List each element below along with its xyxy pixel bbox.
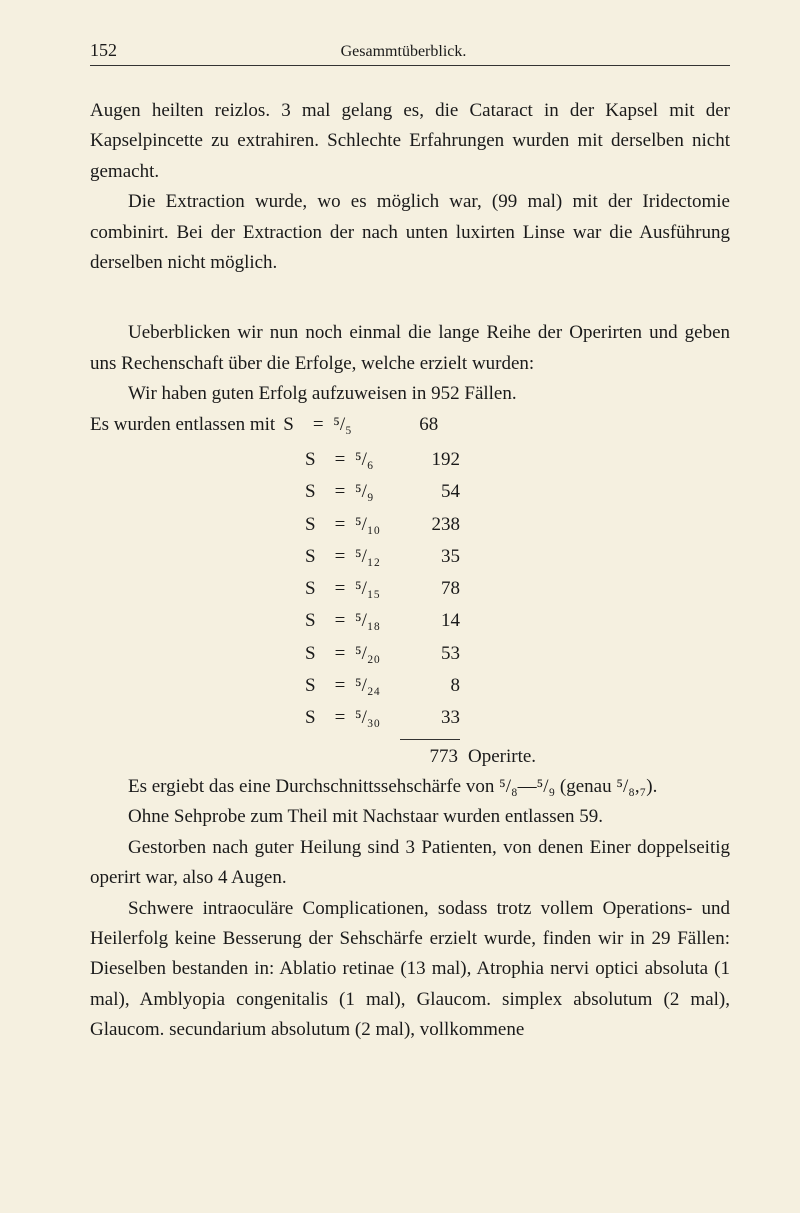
table-eq: = [325, 573, 355, 605]
table-total-row: 773 Operirte. [408, 742, 730, 772]
paragraph-4-intro: Wir haben guten Erfolg aufzuweisen in 95… [90, 379, 730, 409]
table-row: S = ⁵/₉ 54 [305, 476, 730, 508]
paragraph-7: Gestorben nach guter Heilung sind 3 Pati… [90, 833, 730, 894]
table-row: S = ⁵/₁₂ 35 [305, 541, 730, 573]
table-s: S [305, 476, 325, 508]
table-s: S [305, 605, 325, 637]
table-eq: = [325, 605, 355, 637]
table-fraction: ⁵/₁₀ [355, 509, 410, 541]
table-s: S [305, 509, 325, 541]
table-value: 78 [410, 573, 460, 605]
header-title: Gesammtüberblick. [77, 43, 730, 61]
table-fraction: ⁵/₂₄ [355, 670, 410, 702]
table-eq: = [325, 670, 355, 702]
table-fraction: ⁵/₁₂ [355, 541, 410, 573]
paragraph-6: Ohne Sehprobe zum Theil mit Nachstaar wu… [90, 802, 730, 832]
table-value: 54 [410, 476, 460, 508]
table-fraction: ⁵/₃₀ [355, 702, 410, 734]
table-s: S [305, 541, 325, 573]
table-eq: = [325, 702, 355, 734]
table-value: 68 [388, 410, 438, 440]
paragraph-2: Die Extraction wurde, wo es möglich war,… [90, 187, 730, 278]
table-fraction: ⁵/₁₅ [355, 573, 410, 605]
paragraph-3: Ueberblicken wir nun noch einmal die lan… [90, 318, 730, 379]
table-first-line: Es wurden entlassen mit S = ⁵/₅ 68 [90, 410, 730, 440]
table-value: 35 [410, 541, 460, 573]
table-fraction: ⁵/₅ [333, 410, 388, 440]
table-eq: = [325, 638, 355, 670]
table-fraction: ⁵/₁₈ [355, 605, 410, 637]
table-row: S = ⁵/₂₀ 53 [305, 638, 730, 670]
table-fraction: ⁵/₉ [355, 476, 410, 508]
table-value: 238 [410, 509, 460, 541]
section-spacer [90, 278, 730, 318]
page-container: 152 Gesammtüberblick. Augen heilten reiz… [0, 0, 800, 1213]
paragraph-5: Es ergiebt das eine Durchschnittssehschä… [90, 772, 730, 802]
table-s: S [305, 670, 325, 702]
data-table: S = ⁵/₆ 192 S = ⁵/₉ 54 S = ⁵/₁₀ 238 S = … [90, 444, 730, 735]
table-divider [400, 739, 460, 740]
table-total-value: 773 [408, 742, 458, 772]
paragraph-8: Schwere intraoculäre Complicationen, sod… [90, 894, 730, 1046]
table-row: S = ⁵/₁₈ 14 [305, 605, 730, 637]
table-value: 14 [410, 605, 460, 637]
table-s: S [305, 702, 325, 734]
table-fraction: ⁵/₂₀ [355, 638, 410, 670]
body-text: Augen heilten reizlos. 3 mal gelang es, … [90, 96, 730, 1045]
table-intro-text: Es wurden entlassen mit [90, 410, 275, 440]
table-fraction: ⁵/₆ [355, 444, 410, 476]
page-header: 152 Gesammtüberblick. [90, 40, 730, 66]
table-s: S [305, 444, 325, 476]
table-row: S = ⁵/₂₄ 8 [305, 670, 730, 702]
table-row: S = ⁵/₆ 192 [305, 444, 730, 476]
table-row: S = ⁵/₃₀ 33 [305, 702, 730, 734]
table-eq: = [325, 509, 355, 541]
table-eq: = [325, 541, 355, 573]
paragraph-1: Augen heilten reizlos. 3 mal gelang es, … [90, 96, 730, 187]
table-row: S = ⁵/₁₅ 78 [305, 573, 730, 605]
table-eq: = [303, 410, 333, 440]
table-value: 192 [410, 444, 460, 476]
table-total-label: Operirte. [468, 742, 536, 772]
table-eq: = [325, 444, 355, 476]
table-value: 53 [410, 638, 460, 670]
table-row: S = ⁵/₁₀ 238 [305, 509, 730, 541]
table-s: S [283, 410, 303, 440]
table-s: S [305, 573, 325, 605]
table-eq: = [325, 476, 355, 508]
table-value: 8 [410, 670, 460, 702]
table-value: 33 [410, 702, 460, 734]
table-s: S [305, 638, 325, 670]
